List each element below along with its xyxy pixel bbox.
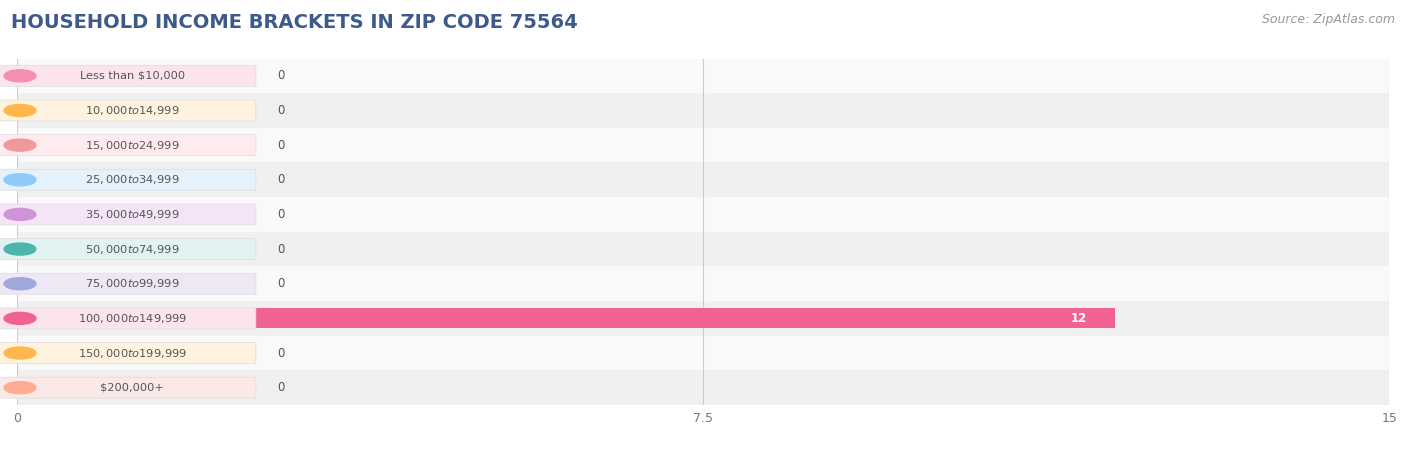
Text: $50,000 to $74,999: $50,000 to $74,999: [86, 243, 180, 256]
Text: 0: 0: [277, 139, 285, 152]
Text: $35,000 to $49,999: $35,000 to $49,999: [86, 208, 180, 221]
Text: 0: 0: [277, 208, 285, 221]
FancyBboxPatch shape: [0, 342, 256, 364]
Text: $150,000 to $199,999: $150,000 to $199,999: [77, 346, 187, 360]
Circle shape: [4, 347, 37, 359]
Text: 0: 0: [277, 104, 285, 117]
Bar: [17, 197, 1389, 232]
Text: 12: 12: [1071, 312, 1087, 325]
Bar: [17, 266, 1389, 301]
Circle shape: [4, 382, 37, 394]
Circle shape: [4, 208, 37, 220]
FancyBboxPatch shape: [0, 65, 256, 86]
Circle shape: [4, 174, 37, 186]
Bar: [17, 336, 1389, 370]
Bar: [17, 128, 1389, 162]
Bar: [17, 232, 1389, 266]
FancyBboxPatch shape: [0, 308, 256, 329]
Bar: [17, 370, 1389, 405]
FancyBboxPatch shape: [0, 100, 256, 121]
FancyBboxPatch shape: [0, 238, 256, 260]
Text: 0: 0: [277, 69, 285, 82]
Circle shape: [4, 139, 37, 151]
Text: 0: 0: [277, 173, 285, 186]
Text: $15,000 to $24,999: $15,000 to $24,999: [86, 139, 180, 152]
Text: Less than $10,000: Less than $10,000: [80, 71, 186, 81]
FancyBboxPatch shape: [0, 377, 256, 398]
Bar: [17, 301, 1389, 336]
Circle shape: [4, 278, 37, 290]
Text: 0: 0: [277, 277, 285, 290]
Text: 0: 0: [277, 346, 285, 360]
Text: HOUSEHOLD INCOME BRACKETS IN ZIP CODE 75564: HOUSEHOLD INCOME BRACKETS IN ZIP CODE 75…: [11, 14, 578, 32]
FancyBboxPatch shape: [0, 204, 256, 225]
Text: $25,000 to $34,999: $25,000 to $34,999: [86, 173, 180, 186]
FancyBboxPatch shape: [0, 273, 256, 294]
Text: $100,000 to $149,999: $100,000 to $149,999: [77, 312, 187, 325]
Bar: [17, 162, 1389, 197]
Bar: [17, 58, 1389, 93]
Circle shape: [4, 243, 37, 255]
Text: $75,000 to $99,999: $75,000 to $99,999: [86, 277, 180, 290]
Circle shape: [4, 70, 37, 82]
Text: 0: 0: [277, 243, 285, 256]
Text: $10,000 to $14,999: $10,000 to $14,999: [86, 104, 180, 117]
Circle shape: [4, 104, 37, 117]
Text: 0: 0: [277, 381, 285, 394]
FancyBboxPatch shape: [0, 135, 256, 156]
Text: Source: ZipAtlas.com: Source: ZipAtlas.com: [1261, 14, 1395, 27]
Bar: [17, 308, 1115, 328]
Text: $200,000+: $200,000+: [100, 382, 165, 393]
FancyBboxPatch shape: [0, 169, 256, 190]
Circle shape: [4, 312, 37, 324]
Bar: [17, 93, 1389, 128]
